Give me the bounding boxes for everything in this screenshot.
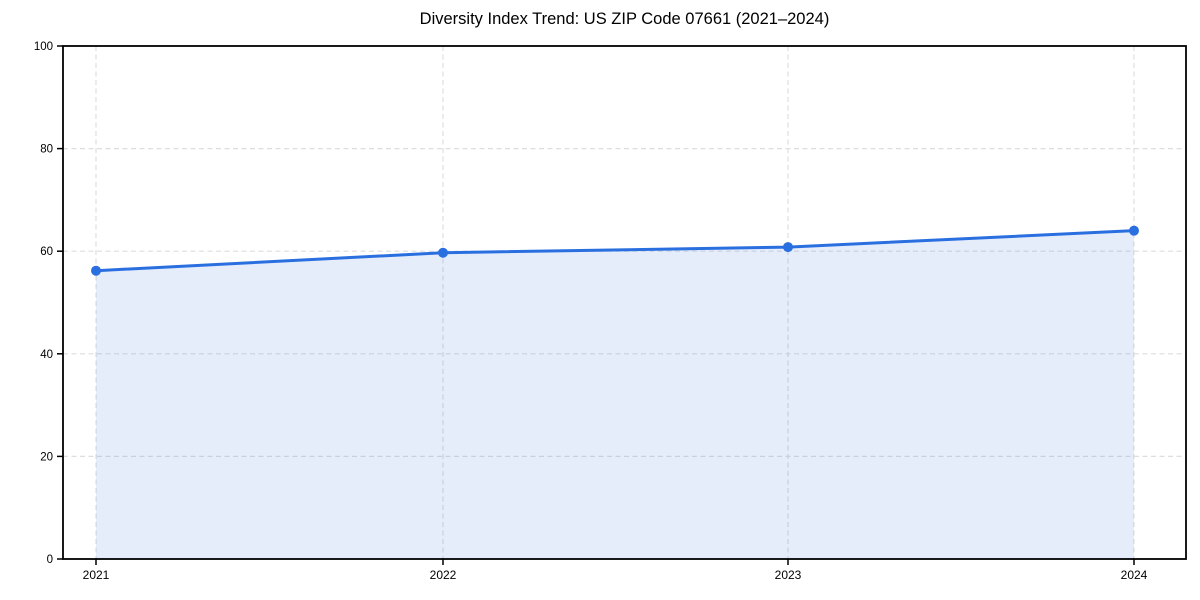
data-point-2021 bbox=[91, 265, 101, 276]
x-axis-tick-label: 2023 bbox=[775, 568, 802, 582]
y-axis-tick-label: 100 bbox=[34, 41, 53, 53]
y-axis-tick-label: 0 bbox=[47, 554, 53, 566]
data-point-2023 bbox=[783, 242, 793, 253]
x-axis-tick-label: 2024 bbox=[1121, 568, 1148, 582]
data-point-2024 bbox=[1129, 225, 1139, 236]
data-point-2022 bbox=[438, 247, 448, 258]
y-axis-tick-label: 60 bbox=[40, 246, 53, 258]
plot-border bbox=[62, 45, 1187, 560]
x-axis-tick-label: 2021 bbox=[83, 568, 110, 582]
y-axis-tick-label: 80 bbox=[40, 144, 53, 156]
chart-title: Diversity Index Trend: US ZIP Code 07661… bbox=[419, 10, 830, 28]
y-axis-tick-label: 40 bbox=[40, 349, 53, 361]
y-axis-tick-label: 20 bbox=[40, 451, 53, 463]
trend-line bbox=[94, 229, 1136, 273]
x-axis-tick-label: 2022 bbox=[430, 568, 457, 582]
area-fill bbox=[96, 230, 1134, 559]
